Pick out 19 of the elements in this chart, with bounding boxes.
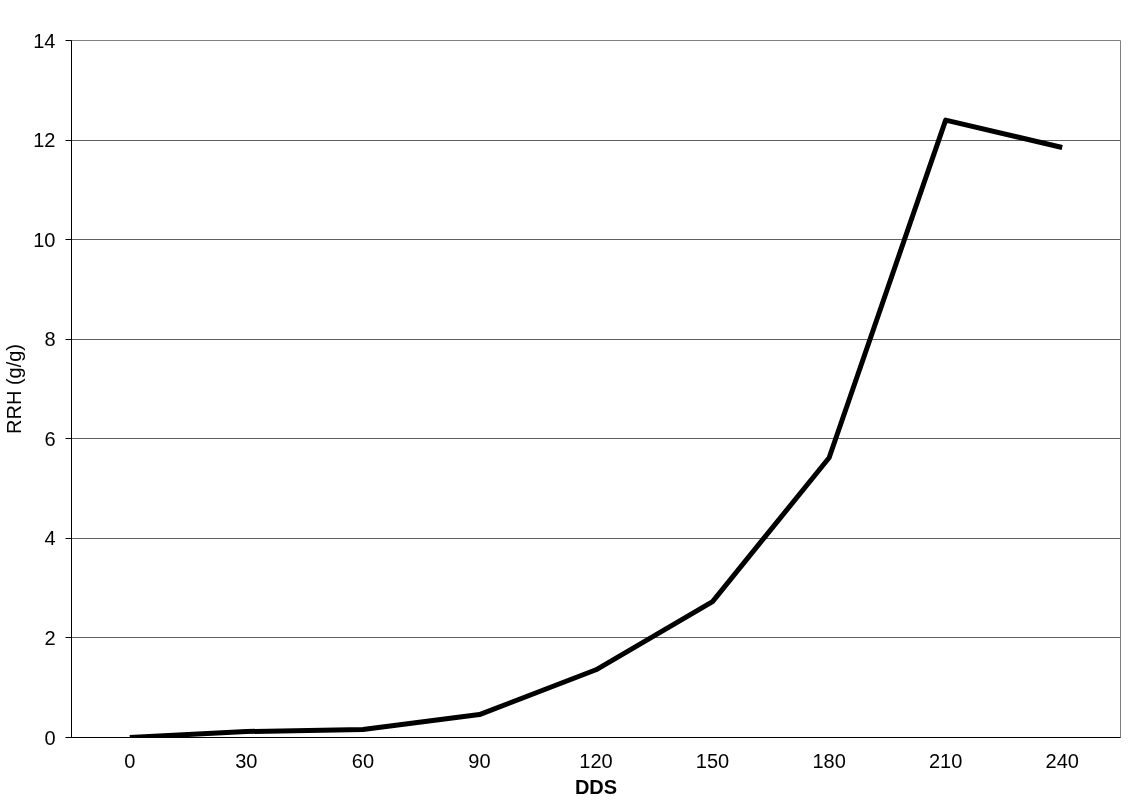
- x-tick-label: 120: [579, 749, 613, 772]
- x-axis-title: DDS: [574, 775, 618, 798]
- y-tick-label: 0: [44, 726, 56, 749]
- y-tick-label: 2: [44, 626, 56, 649]
- y-tick-label: 6: [44, 427, 56, 450]
- y-tick-label: 12: [33, 129, 56, 152]
- x-tick-label: 180: [812, 749, 846, 772]
- x-tick-label: 150: [695, 749, 730, 772]
- x-tick-label: 0: [124, 749, 136, 772]
- x-tick-label: 90: [468, 749, 491, 772]
- x-tick-label: 210: [928, 749, 963, 772]
- x-tick-label: 240: [1045, 749, 1079, 772]
- x-tick-label: 30: [235, 749, 258, 772]
- y-axis-title: RRH (g/g): [3, 343, 26, 434]
- x-tick-label: 60: [351, 749, 375, 772]
- y-tick-label: 10: [33, 228, 56, 251]
- y-tick-label: 8: [44, 328, 56, 351]
- y-tick-label: 14: [33, 29, 56, 52]
- y-tick-label: 4: [44, 527, 56, 550]
